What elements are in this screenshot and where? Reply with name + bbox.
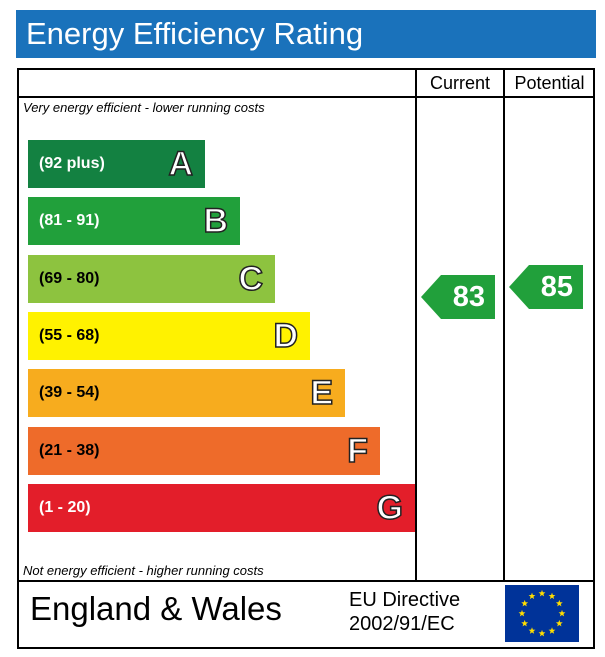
footer-country: England & Wales bbox=[30, 590, 282, 627]
potential-rating-arrow: 85 bbox=[509, 265, 583, 310]
band-range-label: (55 - 68) bbox=[39, 326, 100, 344]
band-g: (1 - 20) G bbox=[28, 483, 415, 532]
band-range-label: (81 - 91) bbox=[39, 212, 100, 230]
band-f: (21 - 38) F bbox=[28, 426, 380, 475]
page-title: Energy Efficiency Rating bbox=[16, 10, 596, 58]
band-letter-label: B bbox=[203, 202, 229, 242]
band-letter-label: G bbox=[376, 488, 404, 528]
band-range-label: (69 - 80) bbox=[39, 269, 100, 287]
band-range-label: (92 plus) bbox=[39, 155, 105, 172]
divider-potential bbox=[503, 68, 505, 582]
caption-bottom: Not energy efficient - higher running co… bbox=[23, 563, 264, 578]
potential-rating-arrow-value: 85 bbox=[540, 271, 573, 304]
band-range-label: (1 - 20) bbox=[39, 498, 91, 516]
divider-current bbox=[415, 68, 417, 582]
footer-directive: EU Directive 2002/91/EC bbox=[349, 588, 460, 636]
band-a: (92 plus) A bbox=[28, 140, 205, 188]
band-b: (81 - 91) B bbox=[28, 197, 240, 246]
eu-flag-icon bbox=[505, 585, 579, 642]
band-d: (55 - 68) D bbox=[28, 311, 310, 360]
column-potential: Potential bbox=[514, 73, 585, 93]
band-c: (69 - 80) C bbox=[28, 254, 275, 303]
band-letter-label: E bbox=[310, 373, 334, 413]
header-divider bbox=[17, 96, 595, 98]
band-e: (39 - 54) E bbox=[28, 369, 345, 418]
directive-line-1: EU Directive bbox=[349, 589, 461, 611]
band-letter-label: A bbox=[168, 144, 194, 184]
band-range-label: (21 - 38) bbox=[39, 441, 100, 459]
band-letter-label: F bbox=[346, 431, 368, 471]
rating-table bbox=[17, 68, 595, 649]
directive-line-2: 2002/91/EC bbox=[349, 613, 455, 635]
current-rating-arrow-value: 83 bbox=[452, 281, 485, 314]
caption-top: Very energy efficient - lower running co… bbox=[23, 100, 265, 115]
current-rating-arrow: 83 bbox=[421, 275, 495, 320]
band-letter-label: C bbox=[238, 259, 264, 299]
column-current: Current bbox=[429, 73, 491, 93]
footer-divider bbox=[17, 580, 595, 582]
band-letter-label: D bbox=[273, 316, 299, 356]
band-range-label: (39 - 54) bbox=[39, 384, 100, 402]
